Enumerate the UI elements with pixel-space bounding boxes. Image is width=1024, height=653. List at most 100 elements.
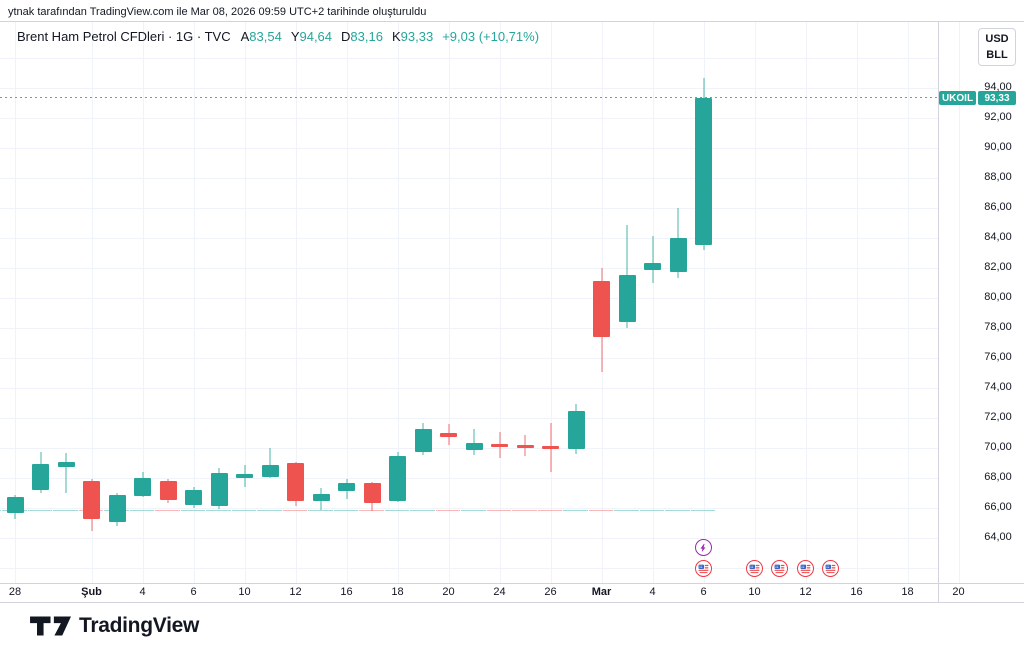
candle-body: [542, 446, 559, 450]
time-axis-label: 16: [340, 586, 353, 598]
candle-wick: [473, 428, 475, 455]
candle-body: [6, 496, 24, 513]
baseline-segment: [614, 510, 639, 511]
baseline-segment: [231, 510, 257, 511]
candle-body: [83, 481, 100, 519]
symbol-title[interactable]: Brent Ham Petrol CFDleri · 1G · TVC: [17, 29, 231, 44]
event-us-flag-icon[interactable]: [745, 560, 763, 577]
grid-line-horizontal: [0, 267, 938, 269]
price-axis-label: 86,00: [984, 200, 1012, 213]
candle-body: [261, 464, 279, 477]
price-axis-label: 90,00: [984, 140, 1012, 153]
price-axis-label: 70,00: [984, 440, 1012, 453]
price-axis-label: 92,00: [984, 110, 1012, 123]
baseline-segment: [333, 510, 359, 511]
event-lightning-icon[interactable]: [694, 539, 712, 556]
grid-line-horizontal: [0, 57, 938, 59]
ohlc-label: Y: [290, 29, 300, 44]
candle-body: [287, 462, 304, 502]
grid-line-horizontal: [0, 417, 938, 419]
event-us-flag-icon[interactable]: [771, 560, 788, 577]
baseline-segment: [588, 510, 614, 511]
grid-line-vertical: [244, 22, 246, 583]
time-axis-label: 16: [850, 586, 863, 598]
time-axis-label: 4: [649, 586, 656, 598]
candle-body: [516, 444, 534, 449]
price-axis-label: 82,00: [984, 260, 1012, 273]
price-axis-label: 80,00: [984, 290, 1012, 303]
candle-body: [32, 464, 49, 490]
candle-body: [57, 461, 75, 468]
baseline-segment: [486, 510, 512, 511]
tradingview-logo-text: TradingView: [79, 614, 200, 637]
candle-wick: [651, 235, 654, 283]
grid-line-vertical: [499, 22, 501, 583]
candle-body: [185, 490, 202, 505]
grid-line-vertical: [91, 22, 93, 583]
grid-line-horizontal: [0, 87, 938, 89]
baseline-segment: [155, 510, 180, 511]
symbol-legend: Brent Ham Petrol CFDleri · 1G · TVC A83,…: [17, 29, 539, 44]
candle-body: [414, 429, 432, 453]
baseline-segment: [639, 510, 665, 511]
grid-line-horizontal: [0, 297, 938, 299]
baseline-segment: [512, 510, 537, 511]
baseline-segment: [435, 510, 461, 511]
time-axis-label: 24: [493, 586, 506, 598]
candle-body: [618, 275, 636, 322]
tradingview-logo[interactable]: TradingView: [30, 614, 199, 638]
last-price-symbol-badge: UKOIL: [939, 91, 976, 105]
price-axis-label: 88,00: [984, 170, 1012, 183]
time-axis-label: 6: [190, 586, 197, 598]
price-axis-label: 78,00: [984, 320, 1012, 333]
grid-line-horizontal: [0, 117, 938, 119]
event-us-flag-icon[interactable]: [796, 560, 814, 577]
grid-line-vertical: [346, 22, 348, 583]
baseline-segment: [690, 510, 716, 511]
time-axis-bottom-border: [0, 602, 1024, 603]
chart-top-border: [0, 21, 1024, 22]
event-us-flag-icon[interactable]: [694, 560, 712, 577]
grid-line-horizontal: [0, 237, 938, 239]
candle-body: [363, 483, 381, 504]
baseline-segment: [0, 510, 2, 511]
time-axis-label: 18: [901, 586, 914, 598]
baseline-segment: [410, 510, 435, 511]
price-axis-label: 64,00: [984, 531, 1012, 543]
time-axis-top-border: [0, 583, 1024, 584]
grid-line-vertical: [193, 22, 195, 583]
candle-body: [669, 237, 687, 273]
time-axis-label: 10: [748, 586, 761, 598]
candle-wick: [65, 452, 67, 494]
grid-line-vertical: [754, 22, 756, 583]
grid-line-horizontal: [0, 477, 938, 479]
candle-body: [312, 494, 330, 502]
grid-line-horizontal: [0, 177, 938, 179]
grid-line-vertical: [805, 22, 807, 583]
currency-label: USD: [985, 33, 1009, 45]
candle-wick: [269, 448, 271, 479]
current-price-line: [0, 97, 938, 98]
grid-line-vertical: [397, 22, 399, 583]
grid-line-horizontal: [0, 357, 938, 359]
baseline-segment: [257, 510, 282, 511]
currency-unit-toggle[interactable]: USD BLL: [978, 28, 1016, 66]
grid-line-horizontal: [0, 147, 938, 149]
baseline-segment: [27, 510, 53, 511]
candle-body: [491, 443, 508, 447]
grid-line-vertical: [15, 22, 16, 583]
candle-body: [695, 98, 712, 245]
ohlc-value: 94,64: [299, 29, 333, 44]
last-price-value-badge: 93,33: [978, 91, 1016, 105]
grid-line-vertical: [958, 22, 960, 583]
price-axis-label: 76,00: [984, 350, 1012, 363]
candle-body: [644, 263, 661, 270]
time-axis-label: Mar: [591, 586, 612, 598]
baseline-segment: [180, 510, 206, 511]
grid-line-vertical: [907, 22, 909, 583]
price-axis-label: 84,00: [984, 230, 1012, 243]
event-us-flag-icon[interactable]: [822, 560, 839, 577]
